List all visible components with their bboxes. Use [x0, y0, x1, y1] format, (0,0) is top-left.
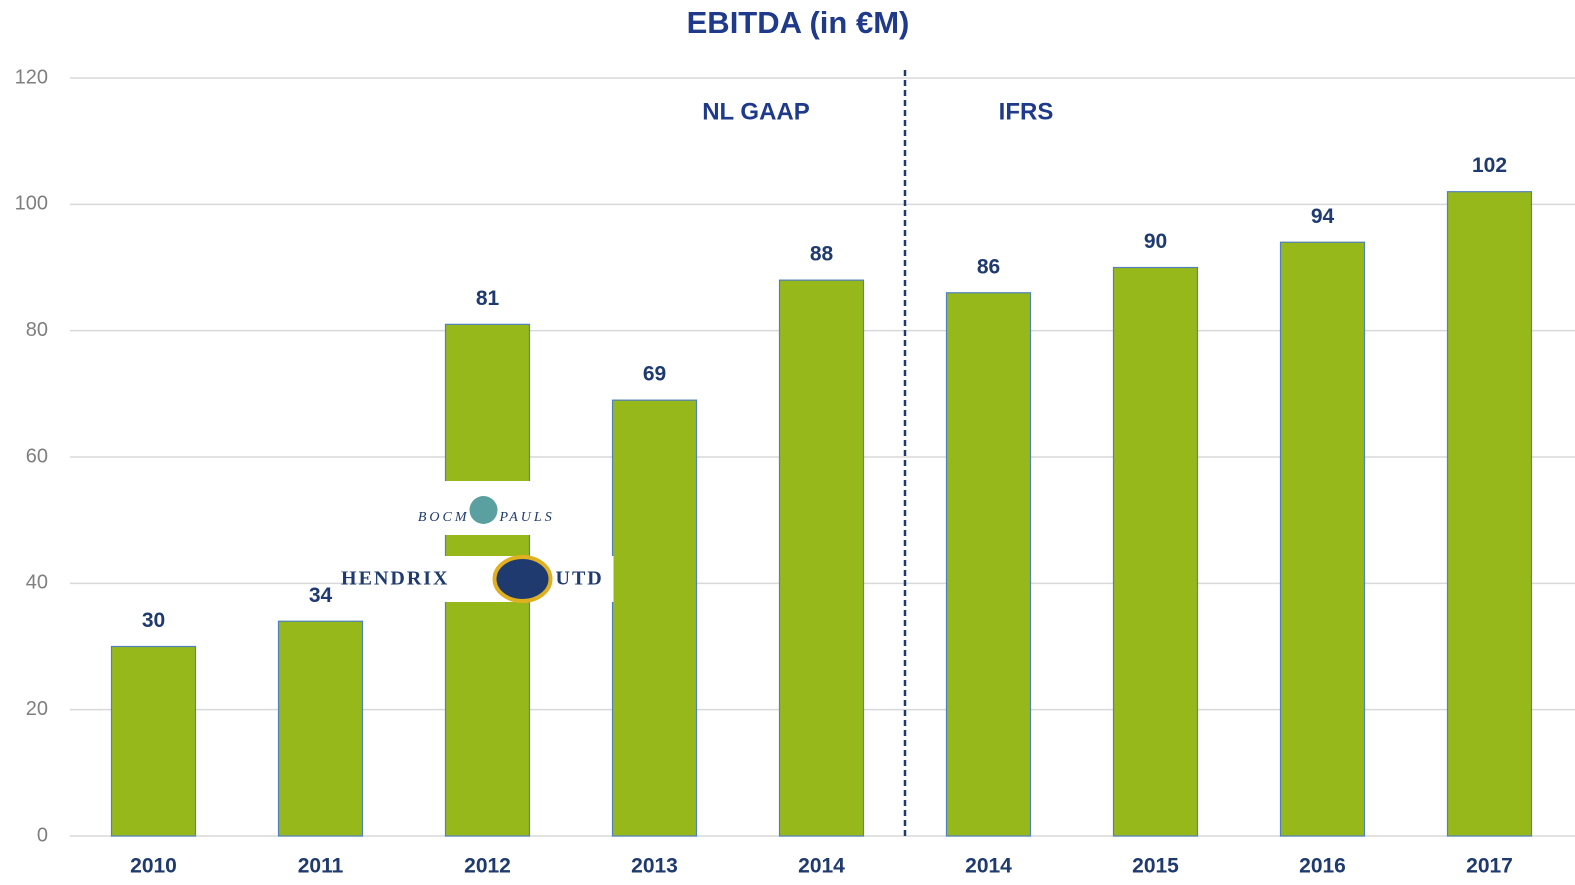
y-tick-label: 80 [26, 319, 48, 341]
logo-text: HENDRIX [341, 568, 449, 590]
data-label: 88 [810, 243, 834, 266]
x-tick-label: 2011 [298, 855, 344, 878]
bar [277, 620, 364, 837]
x-tick-label: 2010 [130, 855, 177, 878]
x-tick-label: 2014 [798, 855, 845, 878]
logo-text: PAULS [499, 510, 555, 525]
bar [945, 292, 1032, 837]
logo-figure [469, 496, 498, 524]
chart-title: EBITDA (in €M) [687, 5, 910, 40]
annotation: IFRS [999, 98, 1054, 125]
data-label: 34 [309, 584, 333, 607]
data-label: 81 [476, 287, 500, 310]
x-tick-label: 2014 [965, 855, 1012, 878]
logo-emblem [492, 555, 553, 603]
data-label: 86 [977, 255, 1000, 278]
y-tick-label: 120 [15, 66, 48, 88]
y-tick-label: 0 [37, 824, 48, 846]
y-tick-label: 20 [26, 698, 48, 720]
data-label: 30 [142, 609, 165, 632]
data-label: 90 [1144, 230, 1167, 253]
bar [778, 279, 865, 837]
y-tick-label: 40 [26, 572, 48, 594]
x-tick-label: 2012 [464, 855, 511, 878]
bar [611, 399, 698, 837]
data-label: 94 [1311, 205, 1335, 228]
bar [1112, 266, 1199, 837]
data-label: 69 [643, 363, 666, 386]
annotation: NL GAAP [702, 98, 810, 125]
bar [1279, 241, 1366, 837]
data-label: 102 [1472, 154, 1507, 177]
x-tick-label: 2017 [1466, 855, 1513, 878]
x-tick-label: 2016 [1299, 855, 1346, 878]
logo-text: UTD [556, 568, 604, 590]
y-tick-label: 100 [15, 193, 48, 215]
logo-text: BOCM [418, 510, 470, 525]
x-tick-label: 2015 [1132, 855, 1179, 878]
bar [1446, 191, 1533, 837]
y-tick-label: 60 [26, 445, 48, 467]
x-tick-label: 2013 [631, 855, 678, 878]
bar [110, 645, 197, 837]
logo-background [361, 556, 614, 602]
